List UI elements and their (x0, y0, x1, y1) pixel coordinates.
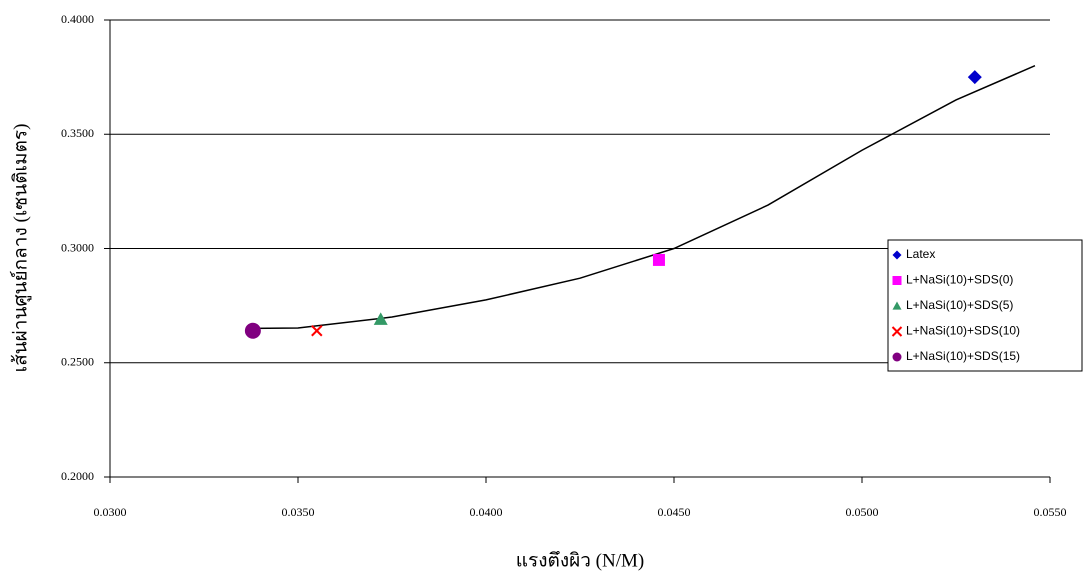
legend-marker (893, 353, 902, 362)
y-tick-label: 0.2000 (61, 469, 94, 483)
y-tick-label: 0.2500 (61, 355, 94, 369)
y-axis-title: เส้นผ่านศูนย์กลาง (เซนติเมตร) (9, 124, 31, 373)
y-tick-label: 0.3500 (61, 126, 94, 140)
x-tick-label: 0.0550 (1034, 505, 1067, 519)
y-tick-label: 0.3000 (61, 240, 94, 254)
legend: Latex L+NaSi(10)+SDS(0) L+NaSi(10)+SDS(5) L… (888, 240, 1082, 371)
x-tick-label: 0.0350 (282, 505, 315, 519)
x-tick-label: 0.0450 (658, 505, 691, 519)
legend-label: Latex (906, 247, 935, 261)
legend-label: L+NaSi(10)+SDS(0) (906, 273, 1013, 287)
legend-label: L+NaSi(10)+SDS(10) (906, 324, 1020, 338)
legend-label: L+NaSi(10)+SDS(15) (906, 349, 1020, 363)
legend-marker (893, 276, 902, 285)
legend-label: L+NaSi(10)+SDS(5) (906, 298, 1013, 312)
y-tick-label: 0.4000 (61, 12, 94, 26)
x-axis-title: แรงตึงผิว (N/M) (516, 550, 644, 571)
point (312, 326, 322, 336)
point (245, 323, 261, 339)
chart: แรงตึงผิว (N/M) เส้นผ่านศูนย์กลาง (เซนติ… (0, 0, 1091, 579)
x-tick-label: 0.0400 (470, 505, 503, 519)
page: {"chart_data": {"type": "scatter", "xlab… (0, 0, 1091, 579)
x-tick-label: 0.0300 (94, 505, 127, 519)
x-tick-label: 0.0500 (846, 505, 879, 519)
point (968, 70, 982, 84)
point (653, 254, 665, 266)
